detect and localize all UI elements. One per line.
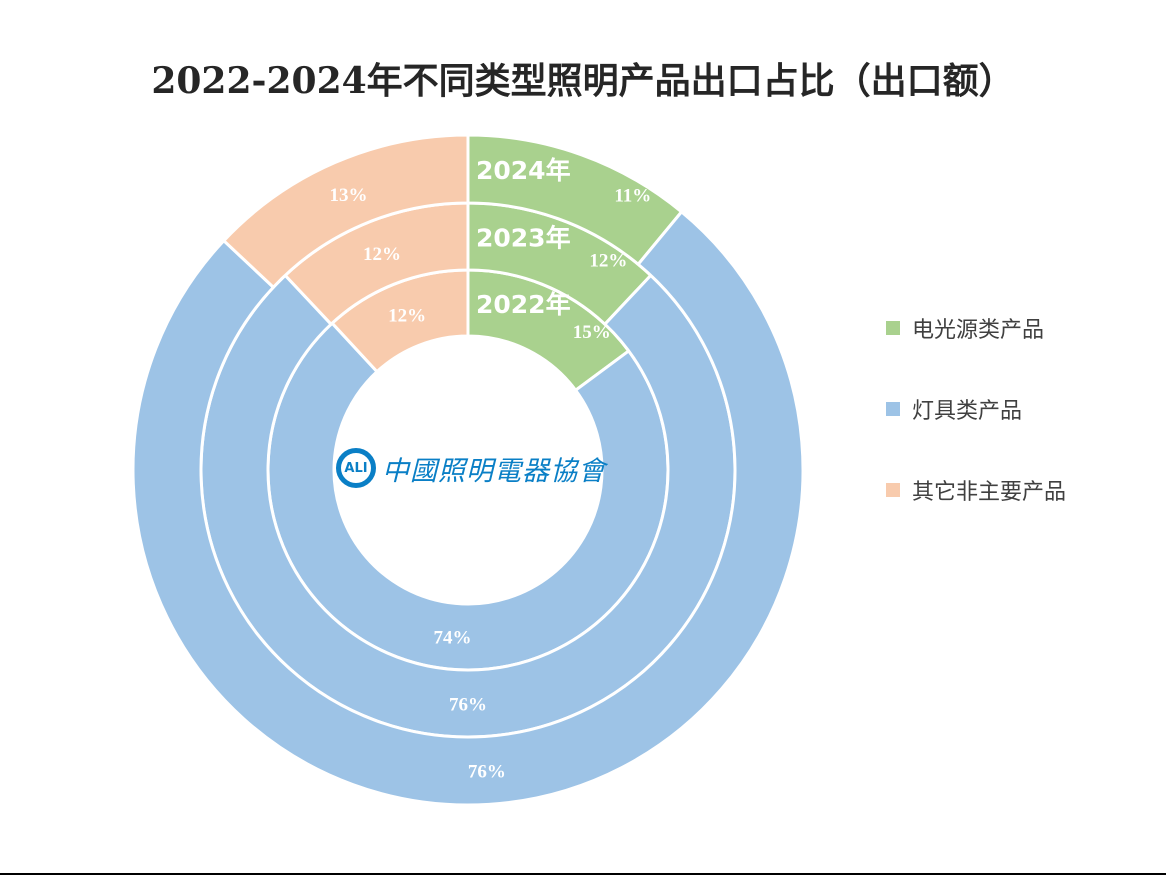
year-label: 2024年 <box>476 156 571 185</box>
association-logo: ALI 中國照明電器協會 <box>336 448 606 488</box>
legend-swatch-blue <box>886 402 900 416</box>
chart-labels: 15% 74% 12% 2022年 12% 76% 12% 2023年 11% 76% 13% 202… <box>329 156 651 782</box>
cali-logo-icon: ALI <box>336 448 376 488</box>
legend-label: 其它非主要产品 <box>912 480 1067 505</box>
data-label: 15% <box>573 322 611 343</box>
data-label: 12% <box>589 251 627 272</box>
data-label: 74% <box>433 627 471 648</box>
segment-2024年-other[interactable] <box>221 133 470 290</box>
year-label: 2023年 <box>476 224 571 253</box>
legend-item-electric-light-source[interactable]: 电光源类产品 <box>886 310 1066 346</box>
legend-item-other[interactable]: 其它非主要产品 <box>886 472 1066 508</box>
data-label: 13% <box>329 185 367 206</box>
chart-title: 2022-2024年不同类型照明产品出口占比（出口额） <box>151 60 1015 102</box>
data-label: 76% <box>449 695 487 716</box>
bottom-divider <box>0 873 1166 875</box>
data-label: 76% <box>468 761 506 782</box>
legend-label: 电光源类产品 <box>912 318 1045 343</box>
data-label: 12% <box>388 305 426 326</box>
data-label: 11% <box>614 186 651 207</box>
legend-item-lamps[interactable]: 灯具类产品 <box>886 391 1066 427</box>
legend: 电光源类产品 灯具类产品 其它非主要产品 <box>886 310 1066 553</box>
chart-rings <box>131 133 805 807</box>
legend-swatch-green <box>886 321 900 335</box>
segment-2024年-lamps[interactable] <box>131 209 805 807</box>
legend-swatch-orange <box>886 483 900 497</box>
year-label: 2022年 <box>476 290 571 319</box>
legend-label: 灯具类产品 <box>912 399 1023 424</box>
data-label: 12% <box>363 244 401 265</box>
logo-text: 中國照明電器協會 <box>382 455 606 487</box>
